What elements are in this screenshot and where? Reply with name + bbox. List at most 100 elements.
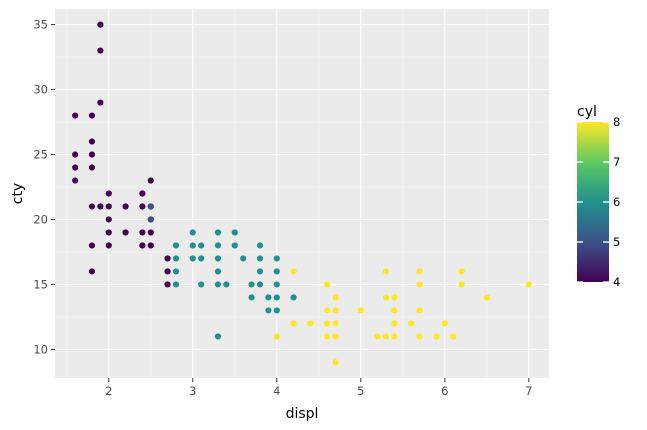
data-point — [214, 333, 222, 340]
data-point — [483, 294, 490, 301]
data-point — [265, 307, 272, 314]
data-point — [139, 203, 146, 210]
y-axis-title: cty — [10, 183, 26, 204]
y-tick-label: 35 — [33, 18, 48, 32]
data-point — [97, 21, 104, 28]
data-point — [290, 294, 297, 301]
data-point — [198, 255, 205, 262]
data-point — [172, 242, 180, 249]
data-point — [147, 229, 154, 236]
y-tick-label: 25 — [33, 148, 48, 162]
data-point — [214, 281, 222, 288]
x-tick-label: 4 — [273, 384, 280, 398]
data-point — [105, 242, 112, 249]
data-point — [273, 255, 280, 262]
data-point — [332, 294, 339, 301]
data-point — [88, 268, 96, 275]
data-point — [324, 333, 331, 340]
data-point — [88, 164, 96, 171]
y-tick-label: 15 — [33, 277, 48, 291]
data-point — [214, 255, 222, 262]
data-point — [88, 138, 96, 145]
data-point — [416, 268, 423, 275]
data-point — [290, 320, 297, 327]
data-point — [147, 242, 154, 249]
data-point — [88, 112, 96, 119]
data-point — [416, 333, 423, 340]
data-point — [416, 307, 423, 314]
data-point — [433, 333, 440, 340]
data-point — [307, 320, 314, 327]
data-point — [72, 177, 79, 184]
data-point — [458, 281, 465, 288]
data-point — [223, 281, 230, 288]
data-point — [97, 47, 104, 54]
data-point — [248, 294, 255, 301]
data-point — [382, 333, 390, 340]
data-point — [248, 281, 255, 288]
watermark: 知乎 @大邓 — [534, 396, 631, 416]
legend-title: cyl — [577, 104, 597, 120]
data-point — [332, 320, 339, 327]
data-point — [256, 255, 264, 262]
data-point — [391, 294, 398, 301]
data-point — [198, 281, 205, 288]
data-point — [198, 242, 205, 249]
data-point — [139, 229, 146, 236]
data-point — [416, 281, 423, 288]
data-point — [122, 203, 129, 210]
data-point — [105, 190, 112, 197]
data-point — [273, 333, 280, 340]
data-point — [450, 333, 457, 340]
data-point — [332, 359, 339, 366]
data-point — [97, 203, 104, 210]
y-tick-label: 20 — [33, 212, 48, 226]
data-point — [97, 99, 104, 106]
data-point — [164, 268, 171, 275]
data-point — [525, 281, 532, 288]
data-point — [189, 255, 196, 262]
data-point — [172, 268, 180, 275]
x-axis-title: displ — [286, 406, 319, 422]
data-point — [391, 320, 398, 327]
data-point — [273, 294, 280, 301]
data-point — [265, 294, 272, 301]
data-point — [231, 229, 238, 236]
data-point — [147, 177, 154, 184]
data-point — [357, 307, 364, 314]
data-point — [441, 320, 448, 327]
data-point — [72, 151, 79, 158]
data-point — [332, 307, 339, 314]
y-axis-ticks: 10 15 20 25 30 35 — [33, 18, 55, 356]
x-tick-label: 6 — [441, 384, 448, 398]
y-tick-label: 30 — [33, 83, 48, 97]
data-point — [139, 242, 146, 249]
x-tick-label: 7 — [525, 384, 532, 398]
data-point — [105, 229, 112, 236]
data-point — [273, 307, 280, 314]
data-point — [105, 216, 112, 223]
data-point — [88, 242, 96, 249]
data-point — [139, 190, 146, 197]
x-tick-label: 2 — [105, 384, 112, 398]
legend-tick-label: 4 — [613, 275, 620, 289]
data-point — [189, 229, 196, 236]
legend-tick-label: 8 — [613, 115, 620, 129]
data-point — [214, 229, 222, 236]
data-points — [72, 21, 532, 366]
data-point — [88, 203, 96, 210]
x-axis-ticks: 2 3 4 5 6 7 — [105, 378, 533, 398]
data-point — [147, 203, 154, 210]
data-point — [172, 255, 180, 262]
data-point — [72, 112, 79, 119]
data-point — [324, 307, 331, 314]
data-point — [332, 333, 339, 340]
legend-tick-label: 6 — [613, 195, 620, 209]
data-point — [324, 320, 331, 327]
data-point — [164, 281, 171, 288]
data-point — [382, 294, 390, 301]
color-legend: cyl 4 5 6 7 8 — [577, 104, 620, 289]
data-point — [88, 151, 96, 158]
data-point — [273, 281, 280, 288]
